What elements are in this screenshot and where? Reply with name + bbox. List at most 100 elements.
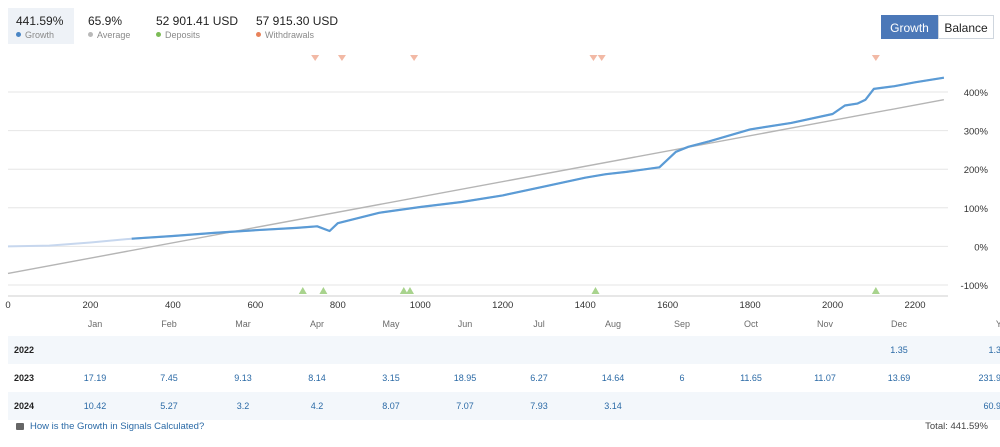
x-tick-label: 1800: [740, 300, 761, 311]
row-total: 1.35%: [936, 336, 1000, 364]
withdrawal-marker: [597, 55, 606, 61]
table-cell: [714, 336, 788, 364]
month-header: Jun: [457, 319, 473, 329]
table-cell: 9.13: [234, 373, 252, 383]
chart-markers: [298, 55, 880, 294]
y-tick-label: 100%: [964, 204, 989, 215]
deposit-marker: [298, 287, 307, 294]
help-link-text[interactable]: How is the Growth in Signals Calculated?: [30, 421, 205, 432]
chart-lines: [7, 76, 945, 275]
month-header: May: [382, 319, 400, 329]
table-cell: 1.35: [862, 336, 936, 364]
table-row: 2024 10.42 5.27 3.2 4.2 8.07 7.07 7.93 3…: [8, 392, 1000, 420]
balance-toggle-button[interactable]: Balance: [938, 15, 994, 39]
total-label: Total: 441.59%: [925, 421, 988, 432]
y-tick-label: 300%: [964, 127, 989, 138]
row-total: 231.96%: [978, 373, 1000, 383]
stat-deposits-label: Deposits: [165, 30, 201, 40]
stat-withdrawals-label: Withdrawals: [265, 30, 315, 40]
table-cell: [58, 336, 132, 364]
deposit-marker: [871, 287, 880, 294]
table-cell: 14.64: [601, 373, 625, 383]
month-header: Nov: [816, 319, 833, 329]
stat-growth-value: 441.59%: [16, 14, 64, 28]
chart-grid: [8, 91, 948, 297]
table-cell: 17.19: [83, 373, 107, 383]
table-cell: 11.65: [740, 373, 762, 383]
deposit-marker: [405, 287, 414, 294]
table-cell: [428, 336, 502, 364]
average-dot-icon: [88, 32, 93, 38]
month-header: Jan: [87, 319, 103, 329]
table-row: 2023 17.19 7.45 9.13 8.14 3.15 18.95 6.2…: [8, 364, 1000, 392]
table-cell: [650, 392, 714, 420]
y-tick-label: 0%: [974, 242, 988, 253]
table-cell: [132, 336, 206, 364]
x-tick-label: 2000: [822, 300, 843, 311]
table-cell: 7.45: [160, 373, 178, 383]
stat-withdrawals-value: 57 915.30 USD: [256, 14, 339, 28]
stat-growth-label: Growth: [25, 30, 55, 40]
month-header: Oct: [743, 319, 758, 329]
table-cell: [788, 336, 862, 364]
withdrawal-marker: [871, 55, 880, 61]
x-tick-label: 800: [330, 300, 346, 311]
row-total: 60.98%: [936, 392, 1000, 420]
table-cell: [650, 336, 714, 364]
x-tick-label: 1600: [657, 300, 678, 311]
x-tick-label: 200: [83, 300, 99, 311]
row-year: 2024: [8, 392, 58, 420]
help-link[interactable]: How is the Growth in Signals Calculated?: [16, 421, 204, 432]
monthly-growth-table: Jan Feb Mar Apr May Jun Jul Aug Sep Oct …: [8, 312, 1000, 420]
y-tick-label: 400%: [964, 88, 989, 99]
x-tick-label: 1000: [410, 300, 431, 311]
x-tick-label: 1400: [575, 300, 596, 311]
table-row: 2022 1.35 1.35%: [8, 336, 1000, 364]
stat-deposits[interactable]: 52 901.41 USD Deposits: [148, 8, 244, 44]
row-year: 2023: [14, 373, 35, 383]
table-cell: [502, 336, 576, 364]
row-year: 2022: [8, 336, 58, 364]
table-cell: 7.93: [502, 392, 576, 420]
y-tick-label: 200%: [964, 165, 989, 176]
stat-withdrawals[interactable]: 57 915.30 USD Withdrawals: [248, 8, 348, 44]
document-icon: [16, 422, 24, 430]
table-cell: [576, 336, 650, 364]
deposit-marker: [399, 287, 408, 294]
stat-average-value: 65.9%: [88, 14, 123, 28]
growth-line-shadow: [7, 76, 945, 248]
deposit-marker: [591, 287, 600, 294]
deposits-dot-icon: [156, 32, 161, 38]
table-cell: 8.07: [354, 392, 428, 420]
y-tick-label: -100%: [961, 281, 989, 292]
withdrawal-marker: [589, 55, 598, 61]
table-cell: 10.42: [58, 392, 132, 420]
x-tick-label: 600: [247, 300, 263, 311]
table-cell: [788, 392, 862, 420]
x-axis-labels: 0 200 400 600 800 1000 1200 1400 1600 1800 2000 220…: [5, 300, 925, 311]
table-cell: 3.15: [382, 373, 400, 383]
x-tick-label: 0: [5, 300, 10, 311]
average-trend-line: [7, 99, 945, 275]
withdrawals-dot-icon: [256, 32, 261, 38]
table-cell: 8.14: [308, 373, 326, 383]
table-cell: 5.27: [132, 392, 206, 420]
table-cell: [206, 336, 280, 364]
table-cell: 11.07: [814, 373, 836, 383]
month-header: Dec: [890, 319, 907, 329]
stat-growth[interactable]: 441.59% Growth: [8, 8, 74, 44]
month-header: Apr: [309, 319, 324, 329]
table-cell: [714, 392, 788, 420]
table-cell: [862, 392, 936, 420]
stat-average[interactable]: 65.9% Average: [80, 8, 142, 44]
table-cell: 6.27: [530, 373, 548, 383]
withdrawal-marker: [337, 55, 346, 61]
x-tick-label: 2200: [904, 300, 925, 311]
stat-average-label: Average: [97, 30, 131, 40]
growth-toggle-button[interactable]: Growth: [881, 15, 938, 39]
table-cell: 18.95: [453, 373, 477, 383]
stat-deposits-value: 52 901.41 USD: [156, 14, 239, 28]
table-cell: [280, 336, 354, 364]
growth-line: [131, 76, 945, 240]
table-cell: [354, 336, 428, 364]
